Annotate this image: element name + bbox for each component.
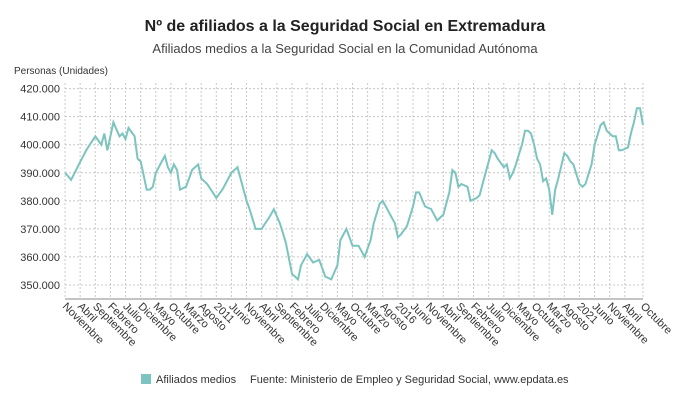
y-tick-label: 400.000 (20, 140, 60, 152)
data-line (64, 107, 644, 282)
y-tick-label: 360.000 (20, 252, 60, 264)
y-tick-label: 420.000 (20, 84, 60, 96)
y-tick-label: 380.000 (20, 196, 60, 208)
chart-title: Nº de afiliados a la Seguridad Social en… (145, 18, 546, 35)
source: Fuente: Ministerio de Empleo y Seguridad… (250, 374, 569, 386)
legend-swatch (141, 374, 151, 384)
y-axis-label: Personas (Unidades) (14, 66, 108, 77)
legend: Afiliados medios (141, 374, 237, 386)
y-tick-label: 350.000 (20, 280, 60, 292)
y-tick-label: 390.000 (20, 168, 60, 180)
chart-subtitle: Afiliados medios a la Seguridad Social e… (152, 41, 538, 56)
legend-label: Afiliados medios (156, 374, 237, 386)
y-tick-label: 370.000 (20, 224, 60, 236)
y-tick-label: 410.000 (20, 112, 60, 124)
